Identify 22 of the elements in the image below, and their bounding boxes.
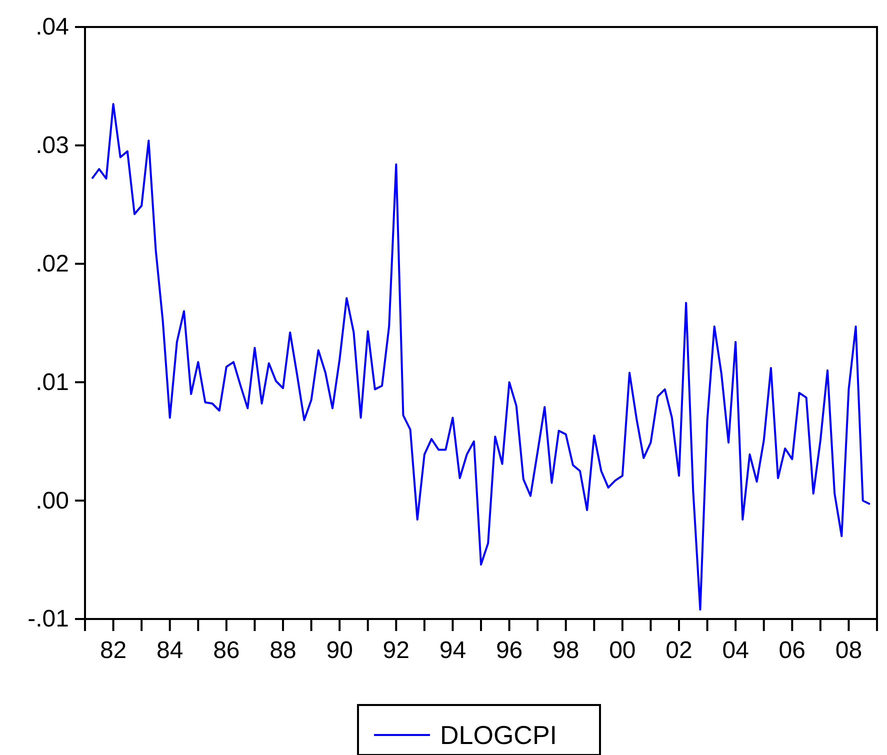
x-tick-label: 06	[778, 637, 806, 664]
x-tick-label: 96	[496, 637, 523, 664]
x-tick-label: 88	[270, 637, 296, 664]
x-tick-label: 86	[213, 637, 240, 664]
x-tick-label: 08	[835, 637, 862, 664]
x-tick-label: 92	[382, 637, 410, 664]
y-tick-label: .01	[36, 368, 69, 396]
y-tick-label: .04	[36, 14, 69, 41]
x-tick-label: 84	[156, 637, 184, 664]
x-tick-label: 98	[552, 637, 580, 664]
y-tick-label: .02	[36, 250, 69, 278]
y-tick-label: .00	[36, 487, 69, 514]
y-tick-label: -.01	[28, 606, 69, 633]
line-series	[91, 102, 871, 611]
legend-label: DLOGCPI	[440, 720, 558, 750]
x-tick-label: 02	[666, 637, 692, 664]
x-tick-label: 82	[100, 637, 127, 664]
x-tick-label: 04	[722, 637, 749, 664]
x-tick-label: 00	[609, 637, 636, 664]
x-tick-label: 90	[326, 637, 353, 664]
y-tick-label: .03	[36, 132, 69, 160]
x-tick-label: 94	[439, 637, 466, 664]
